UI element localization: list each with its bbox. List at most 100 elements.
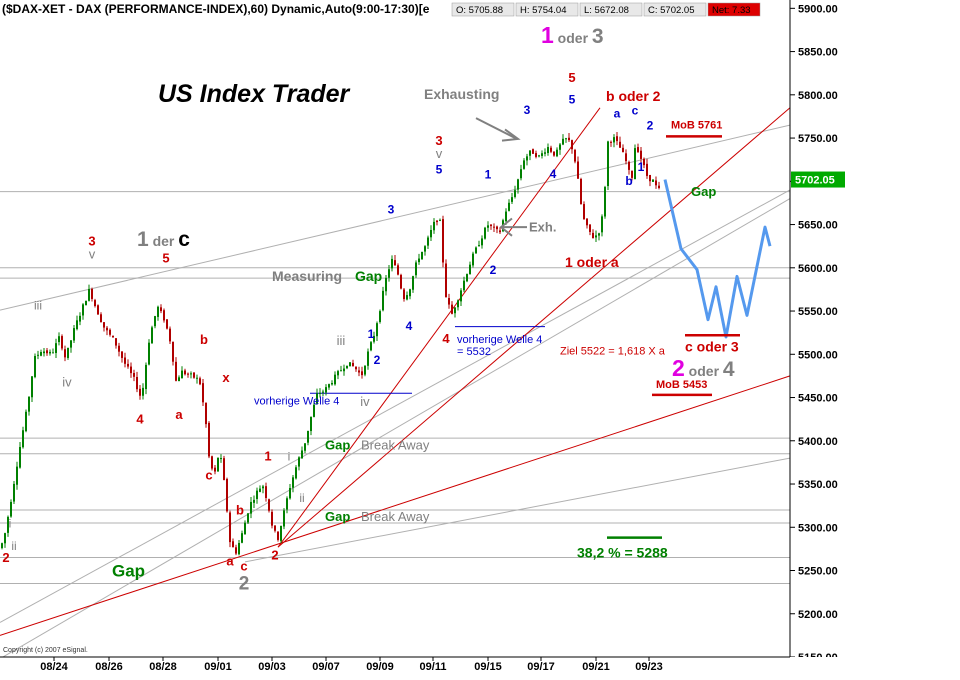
candle bbox=[61, 334, 63, 351]
candle bbox=[181, 366, 183, 379]
candle-body bbox=[631, 171, 633, 178]
candle-body bbox=[610, 141, 612, 143]
candle-body bbox=[256, 490, 258, 499]
candle-body bbox=[448, 298, 450, 305]
candle bbox=[562, 134, 564, 146]
wave-label: 5 bbox=[569, 92, 576, 106]
wave-label: 2 bbox=[271, 547, 278, 562]
candle-body bbox=[274, 525, 276, 531]
candle bbox=[7, 515, 9, 537]
candle-body bbox=[601, 216, 603, 233]
candle-body bbox=[115, 338, 117, 346]
candle-body bbox=[394, 260, 396, 266]
annotation-gap-left: Gap bbox=[112, 562, 145, 581]
y-tick-label: 5750.00 bbox=[798, 133, 838, 145]
wave-label: c bbox=[632, 104, 639, 118]
wave-label: c bbox=[205, 468, 212, 483]
candle-body bbox=[478, 245, 480, 247]
candle-body bbox=[163, 310, 165, 321]
candle bbox=[169, 326, 171, 345]
candle bbox=[172, 341, 174, 366]
candle-body bbox=[325, 387, 327, 393]
candle-body bbox=[457, 300, 459, 308]
candle-body bbox=[271, 511, 273, 526]
annotation-ziel: Ziel 5522 = 1,618 X a bbox=[560, 345, 666, 357]
wave-label: b bbox=[200, 332, 208, 347]
candle bbox=[19, 442, 21, 469]
wave-label: ii bbox=[299, 491, 304, 505]
candle bbox=[568, 133, 570, 142]
x-tick-label: 09/17 bbox=[527, 661, 555, 673]
candle-body bbox=[406, 295, 408, 300]
annotation-exhausting: Exhausting bbox=[424, 86, 499, 102]
wave-label: b bbox=[236, 502, 244, 517]
candle-body bbox=[535, 153, 537, 157]
brand-title: US Index Trader bbox=[158, 80, 351, 108]
candle-body bbox=[28, 396, 30, 412]
candle bbox=[493, 223, 495, 233]
candle bbox=[157, 305, 159, 321]
candle-body bbox=[649, 175, 651, 182]
wave-label-wave-1-der-c: 1 der c bbox=[137, 228, 190, 251]
candle bbox=[379, 309, 381, 324]
candle bbox=[628, 160, 630, 175]
candle bbox=[325, 384, 327, 396]
candle bbox=[127, 359, 129, 369]
candle bbox=[370, 340, 372, 352]
candle-body bbox=[265, 486, 267, 498]
candle-body bbox=[442, 219, 444, 263]
candle bbox=[343, 364, 345, 376]
candle-body bbox=[283, 510, 285, 527]
candle-body bbox=[319, 392, 321, 394]
y-tick-label: 5900.00 bbox=[798, 3, 838, 15]
candle-body bbox=[304, 443, 306, 451]
candle bbox=[175, 357, 177, 382]
annotation-gap-break-1: Gap bbox=[325, 437, 350, 452]
candle bbox=[355, 366, 357, 372]
wave-label: ii bbox=[11, 539, 16, 553]
candle bbox=[331, 380, 333, 386]
candle bbox=[10, 499, 12, 518]
candle-body bbox=[367, 351, 369, 366]
candle-body bbox=[496, 226, 498, 230]
candle-body bbox=[289, 488, 291, 499]
candle bbox=[121, 350, 123, 363]
candle-body bbox=[382, 290, 384, 311]
candle bbox=[346, 365, 348, 370]
candle-body bbox=[43, 351, 45, 354]
wave-label: 2 bbox=[239, 574, 250, 595]
candle bbox=[238, 540, 240, 556]
candle bbox=[292, 474, 294, 493]
candle-body bbox=[451, 304, 453, 314]
wave-label: 2 bbox=[647, 118, 654, 132]
candle bbox=[511, 192, 513, 205]
candle-body bbox=[52, 352, 54, 354]
candle-body bbox=[181, 370, 183, 379]
candle-body bbox=[244, 522, 246, 535]
candle bbox=[364, 365, 366, 377]
ohlc-low-label: L: 5672.08 bbox=[584, 5, 629, 16]
candle-body bbox=[10, 501, 12, 517]
price-axis-panel bbox=[790, 0, 960, 675]
candle-body bbox=[346, 365, 348, 369]
arrow-shaft bbox=[475, 117, 518, 140]
candle bbox=[565, 137, 567, 143]
candle-body bbox=[373, 335, 375, 342]
candle-body bbox=[268, 499, 270, 511]
candle-body bbox=[301, 450, 303, 459]
candle-body bbox=[82, 304, 84, 316]
candle-body bbox=[493, 226, 495, 228]
candle bbox=[139, 384, 141, 400]
candle-body bbox=[412, 276, 414, 290]
candle-body bbox=[166, 319, 168, 329]
candle-body bbox=[76, 320, 78, 330]
candle bbox=[145, 362, 147, 395]
candle bbox=[640, 146, 642, 164]
annotation-c-oder-3: c oder 3 bbox=[685, 339, 739, 355]
wave-label: 3 bbox=[435, 133, 442, 148]
candle-body bbox=[550, 147, 552, 152]
candle-body bbox=[355, 366, 357, 370]
candle bbox=[508, 199, 510, 212]
candle bbox=[241, 530, 243, 544]
